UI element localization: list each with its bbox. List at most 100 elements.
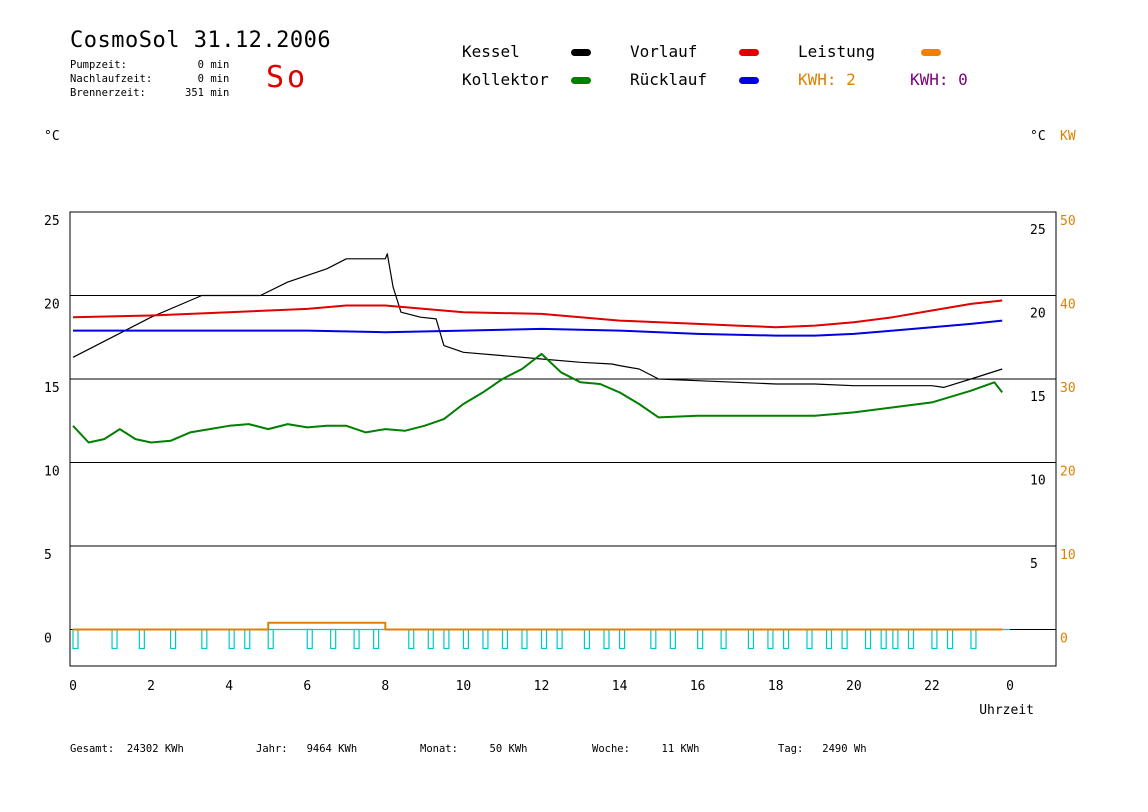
series-leistung (73, 621, 1003, 631)
pump-pulse (443, 628, 450, 650)
pump-pulse (201, 628, 208, 650)
pump-pulse (825, 628, 833, 650)
info-pumpzeit: Pumpzeit: 0 min (70, 59, 230, 71)
pump-pulse (267, 628, 274, 650)
pump-pulse (669, 628, 676, 650)
pump-pulse (650, 628, 657, 650)
series-vorlauf (72, 299, 1003, 329)
legend-kollektor-swatch (571, 77, 591, 84)
x-tick: 22 (924, 679, 940, 694)
pump-pulse (946, 628, 954, 650)
legend-vorlauf-swatch (739, 49, 759, 56)
legend-leistung-swatch (921, 49, 941, 56)
y-right-kw-unit: KW (1060, 129, 1076, 144)
pump-pulse (618, 628, 626, 650)
pump-pulse (880, 628, 887, 650)
x-tick: 12 (534, 679, 550, 694)
pump-pulse (228, 628, 235, 650)
pump-pulse (556, 628, 563, 650)
info-nachlaufzeit: Nachlaufzeit: 0 min (70, 73, 230, 85)
plot-frame (69, 211, 1057, 667)
x-tick: 4 (225, 679, 233, 694)
y-left-tick: 10 (44, 465, 60, 480)
pump-pulse (72, 628, 79, 650)
y-kw-tick: 10 (1060, 548, 1076, 563)
pump-pulse (782, 628, 790, 650)
info-brennerzeit: Brennerzeit: 351 min (70, 87, 230, 99)
x-tick: 10 (456, 679, 472, 694)
legend-kwh-zweite: KWH: 0 (910, 70, 968, 89)
pump-pulse (841, 628, 848, 650)
pump-pulse (583, 628, 591, 650)
pump-pulse (353, 628, 360, 650)
x-tick: 16 (690, 679, 706, 694)
series-kessel (72, 253, 1003, 388)
footer-gesamt: Gesamt: 24302 KWh (70, 743, 184, 755)
y-left-tick: 20 (44, 298, 60, 313)
y-kw-tick: 30 (1060, 381, 1076, 396)
y-kw-tick: 50 (1060, 214, 1076, 229)
pump-pulse (170, 628, 177, 650)
y-right-tick: 20 (1030, 307, 1046, 322)
x-axis-label: Uhrzeit (979, 703, 1034, 718)
x-tick: 8 (381, 679, 389, 694)
pump-pulse (747, 628, 755, 650)
legend-leistung-label: Leistung (798, 42, 876, 61)
pump-pulse (138, 628, 145, 650)
weekday-label: So (266, 60, 309, 95)
pump-pulse (931, 628, 938, 650)
pump-pulse (330, 628, 337, 650)
legend-ruecklauf-label: Rücklauf (630, 70, 708, 89)
pump-pulse (697, 628, 704, 650)
y-right-tick: 10 (1030, 474, 1046, 489)
series-rücklauf (73, 319, 1003, 337)
pump-pulse (767, 628, 774, 650)
y-right-tick: 5 (1030, 557, 1038, 572)
pump-pulse (603, 628, 610, 650)
series-kollektor (72, 352, 1003, 444)
pump-pulse (806, 628, 813, 650)
pump-pulse (244, 628, 251, 650)
chart-title: CosmoSol 31.12.2006 (70, 28, 332, 53)
pump-pulse (462, 628, 470, 650)
pump-pulse (892, 628, 899, 650)
x-tick: 0 (1006, 679, 1014, 694)
y-kw-tick: 20 (1060, 465, 1076, 480)
x-tick: 0 (69, 679, 77, 694)
legend-kessel-swatch (571, 49, 591, 56)
y-right-unit: °C (1030, 129, 1046, 144)
legend-kwh-leistung: KWH: 2 (798, 70, 856, 89)
footer-woche: Woche: 11 KWh (592, 743, 700, 755)
legend-kollektor-label: Kollektor (462, 70, 549, 89)
y-kw-tick: 40 (1060, 298, 1076, 313)
pump-pulse (501, 628, 509, 650)
legend-ruecklauf-swatch (739, 77, 759, 84)
y-right-tick: 15 (1030, 390, 1046, 405)
pump-pulse (427, 628, 434, 650)
pump-pulse (521, 628, 528, 650)
legend-vorlauf-label: Vorlauf (630, 42, 698, 61)
y-kw-tick: 0 (1060, 632, 1068, 647)
legend-kessel-label: Kessel (462, 42, 520, 61)
pump-pulse (907, 628, 915, 650)
x-tick: 20 (846, 679, 862, 694)
pump-pulse (306, 628, 313, 650)
footer-monat: Monat: 50 KWh (420, 743, 528, 755)
x-tick: 14 (612, 679, 628, 694)
x-tick: 6 (303, 679, 311, 694)
y-left-tick: 5 (44, 548, 52, 563)
y-left-tick: 15 (44, 381, 60, 396)
pump-pulse (540, 628, 548, 650)
pump-pulse (482, 628, 489, 650)
pump-pulse (111, 628, 118, 650)
y-left-unit: °C (44, 129, 60, 144)
y-left-tick: 0 (44, 632, 52, 647)
pump-pulse (970, 628, 977, 650)
pump-pulse (720, 628, 727, 650)
x-tick: 18 (768, 679, 784, 694)
footer-jahr: Jahr: 9464 KWh (256, 743, 358, 755)
pump-pulse (864, 628, 872, 650)
pump-pulse (373, 628, 380, 650)
x-tick: 2 (147, 679, 155, 694)
